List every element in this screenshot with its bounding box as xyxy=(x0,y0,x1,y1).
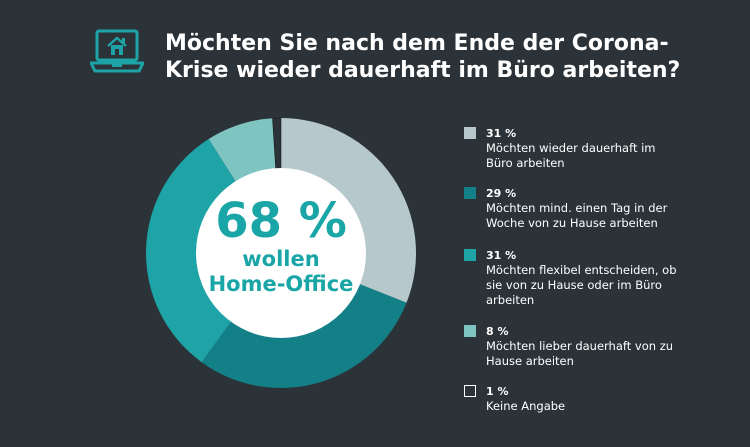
center-value: 68 % xyxy=(215,193,347,249)
legend-text-3b: sie von zu Hause oder im Büro xyxy=(486,278,662,292)
legend-swatch-3 xyxy=(464,249,476,261)
center-line-2: Home-Office xyxy=(208,272,354,296)
legend-value-3: 31 % xyxy=(486,249,517,262)
legend-item-1: 31 % Möchten wieder dauerhaft im Büro ar… xyxy=(464,126,744,186)
chart-title-line-1: Möchten Sie nach dem Ende der Corona- xyxy=(165,31,669,56)
legend-text-4a: Möchten lieber dauerhaft von zu xyxy=(486,339,674,353)
legend-swatch-5 xyxy=(464,385,476,397)
legend-item-3: 31 % Möchten flexibel entscheiden, ob si… xyxy=(464,248,744,324)
legend-text-5a: Keine Angabe xyxy=(486,399,566,413)
center-line-1: wollen xyxy=(242,247,320,271)
legend-value-5: 1 % xyxy=(486,385,509,398)
legend: 31 % Möchten wieder dauerhaft im Büro ar… xyxy=(464,126,744,418)
chart-title: Möchten Sie nach dem Ende der Corona- Kr… xyxy=(165,30,735,84)
legend-value-2: 29 % xyxy=(486,187,517,200)
legend-item-5: 1 % Keine Angabe xyxy=(464,384,744,418)
legend-text-3c: arbeiten xyxy=(486,293,535,307)
legend-text-1b: Büro arbeiten xyxy=(486,156,565,170)
chart-title-line-2: Krise wieder dauerhaft im Büro arbeiten? xyxy=(165,58,681,83)
donut-center-fill xyxy=(196,168,366,338)
laptop-home-icon xyxy=(90,29,144,73)
legend-text-2b: Woche von zu Hause arbeiten xyxy=(486,216,658,230)
legend-text-4b: Hause arbeiten xyxy=(486,354,574,368)
legend-text-2a: Möchten mind. einen Tag in der xyxy=(486,201,668,215)
donut-chart xyxy=(146,118,416,388)
legend-swatch-1 xyxy=(464,127,476,139)
legend-swatch-2 xyxy=(464,187,476,199)
legend-item-2: 29 % Möchten mind. einen Tag in der Woch… xyxy=(464,186,744,248)
legend-swatch-4 xyxy=(464,325,476,337)
legend-item-4: 8 % Möchten lieber dauerhaft von zu Haus… xyxy=(464,324,744,384)
center-label: 68 % wollen Home-Office xyxy=(191,195,371,297)
legend-text-3a: Möchten flexibel entscheiden, ob xyxy=(486,263,677,277)
legend-value-1: 31 % xyxy=(486,127,517,140)
legend-text-1a: Möchten wieder dauerhaft im xyxy=(486,141,656,155)
legend-value-4: 8 % xyxy=(486,325,509,338)
